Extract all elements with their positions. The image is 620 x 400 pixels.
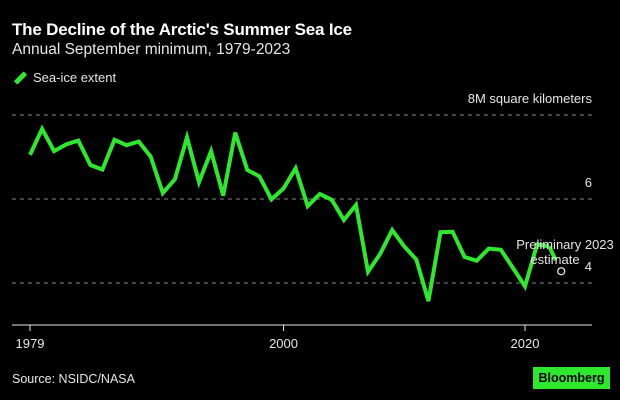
estimate-2023-marker (557, 267, 566, 276)
y-tick-label: 4 (585, 259, 592, 274)
legend-label: Sea-ice extent (33, 70, 117, 85)
annotation-line2: estimate (530, 252, 579, 267)
x-tick-label: 2000 (269, 336, 298, 351)
chart-title: The Decline of the Arctic's Summer Sea I… (12, 20, 352, 39)
bloomberg-logo: Bloomberg (533, 367, 610, 389)
x-tick-label: 2020 (511, 336, 540, 351)
y-tick-label: 6 (585, 175, 592, 190)
chart-subtitle: Annual September minimum, 1979-2023 (12, 41, 291, 58)
x-tick-label: 1979 (16, 336, 45, 351)
annotation-line1: Preliminary 2023 (516, 237, 614, 252)
series-line-sea-ice (28, 124, 550, 302)
estimate-connector (547, 245, 558, 261)
y-tick-label: 8M square kilometers (468, 91, 593, 106)
source-note: Source: NSIDC/NASA (12, 372, 135, 386)
legend: Sea-ice extent (12, 70, 116, 85)
